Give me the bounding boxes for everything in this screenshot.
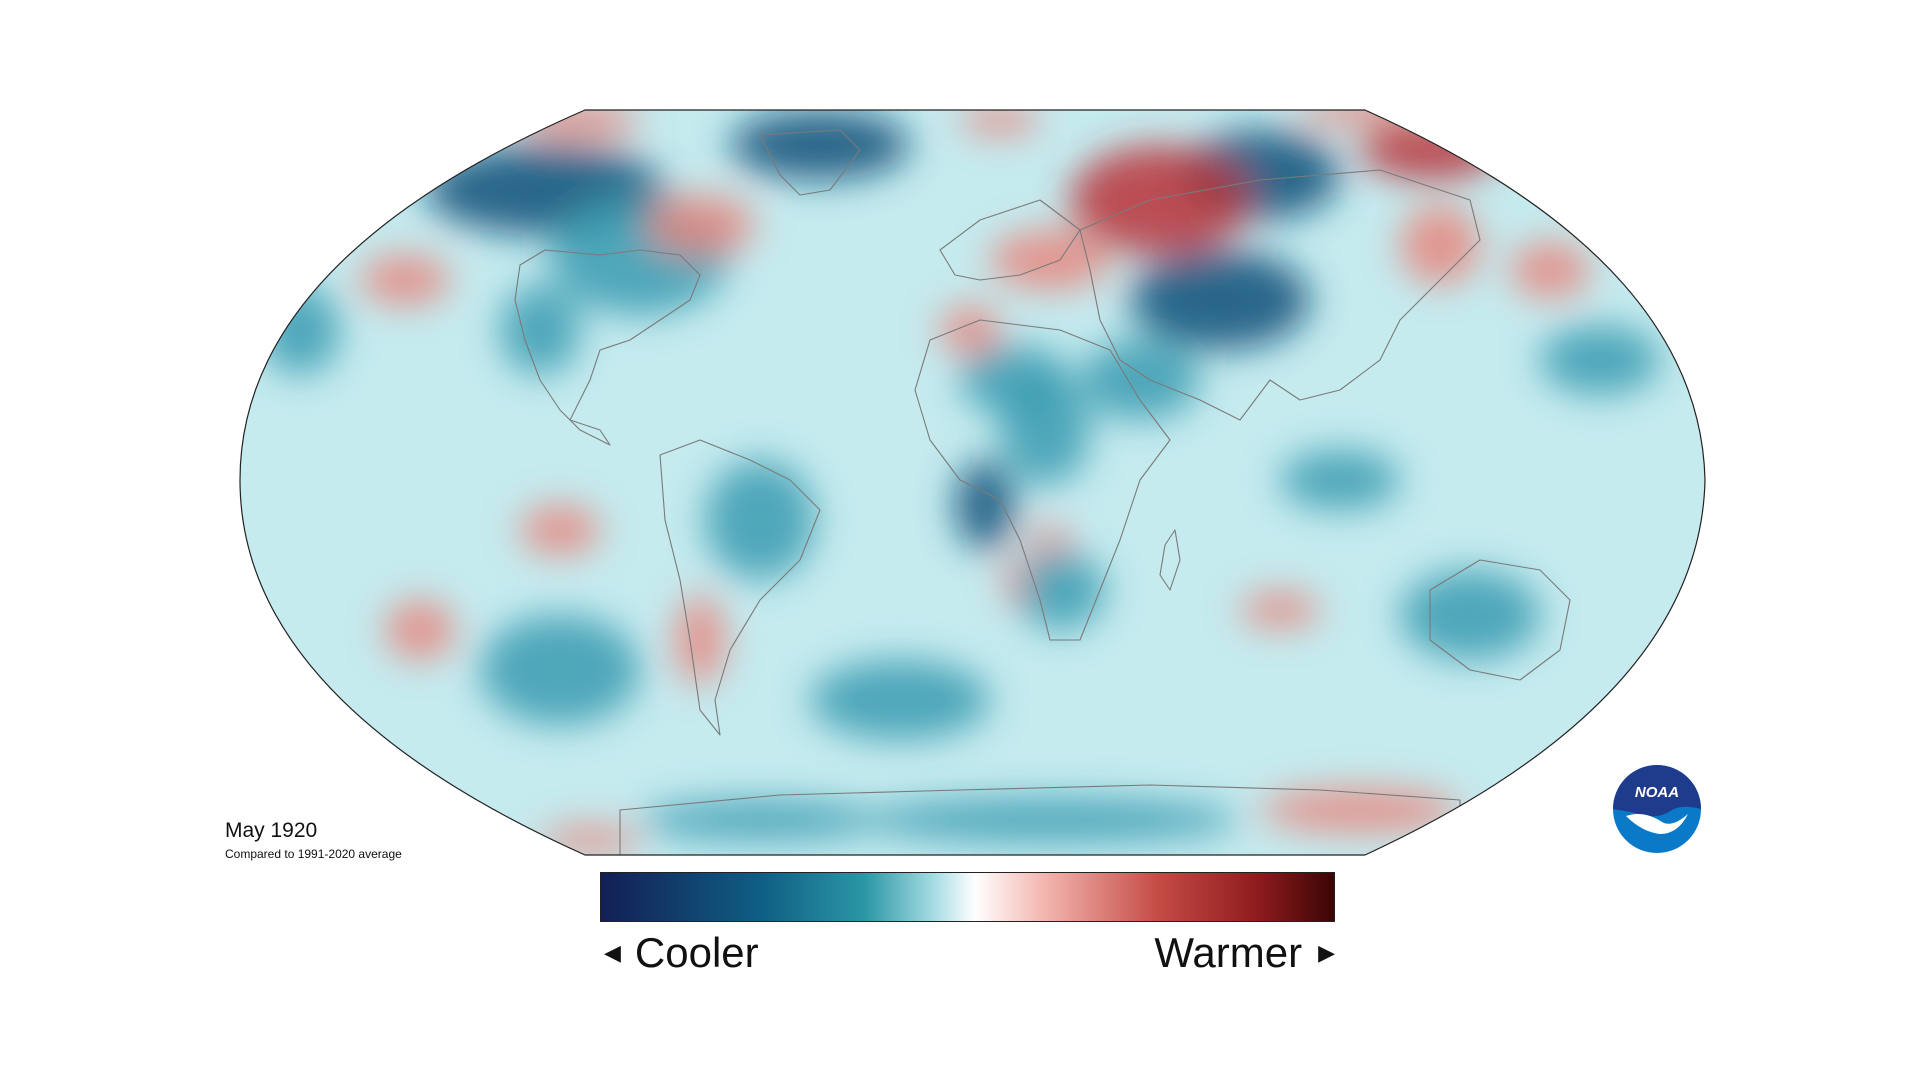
earth-field bbox=[240, 110, 1705, 855]
noaa-logo: NOAA bbox=[1612, 764, 1702, 854]
anomaly-patch bbox=[860, 798, 1240, 842]
warmer-label: Warmer ▶ bbox=[1154, 932, 1335, 974]
anomaly-patch bbox=[1030, 526, 1070, 554]
anomaly-patch bbox=[810, 660, 990, 740]
anomaly-patch bbox=[260, 285, 340, 375]
anomaly-patch bbox=[640, 800, 880, 840]
coastline bbox=[939, 199, 1081, 281]
anomaly-patch bbox=[1400, 570, 1540, 660]
anomaly-patch bbox=[730, 110, 910, 180]
anomaly-patch bbox=[500, 285, 580, 375]
cooler-label: ◀ Cooler bbox=[604, 932, 759, 974]
anomaly-patch bbox=[1540, 325, 1660, 395]
anomaly-patch bbox=[1360, 120, 1500, 180]
warmer-text: Warmer bbox=[1154, 929, 1303, 976]
anomaly-patch bbox=[520, 505, 600, 555]
coastline bbox=[1429, 559, 1571, 681]
anomaly-patch bbox=[1070, 145, 1250, 255]
svg-text:NOAA: NOAA bbox=[1635, 784, 1679, 801]
coastline bbox=[759, 129, 861, 196]
left-arrow-icon: ◀ bbox=[604, 940, 621, 965]
cooler-text: Cooler bbox=[634, 929, 759, 976]
date-label: May 1920 bbox=[225, 819, 318, 842]
map-frame bbox=[239, 109, 1706, 856]
anomaly-patch bbox=[960, 110, 1040, 135]
anomaly-patch bbox=[1080, 340, 1200, 420]
anomaly-patch bbox=[385, 600, 455, 660]
colorbar bbox=[600, 872, 1335, 922]
coastline bbox=[514, 249, 701, 446]
anomaly-patch bbox=[1240, 592, 1320, 628]
anomaly-patch bbox=[540, 826, 640, 854]
anomaly-patch bbox=[940, 305, 1000, 355]
comparison-subtitle: Compared to 1991-2020 average bbox=[225, 847, 402, 861]
coastline bbox=[1159, 529, 1181, 591]
anomaly-patch bbox=[675, 595, 725, 685]
anomaly-patch bbox=[1005, 555, 1025, 605]
anomaly-patch bbox=[1400, 205, 1480, 285]
coastline bbox=[914, 319, 1171, 641]
anomaly-patch bbox=[520, 110, 640, 138]
right-arrow-icon: ▶ bbox=[1318, 940, 1335, 965]
anomaly-patch bbox=[955, 460, 1015, 550]
coastline bbox=[659, 439, 821, 736]
anomaly-patch bbox=[645, 195, 755, 255]
coastline bbox=[1079, 169, 1481, 421]
anomaly-patch bbox=[705, 460, 815, 580]
anomaly-patch bbox=[480, 615, 640, 725]
anomaly-patch bbox=[1000, 375, 1090, 485]
anomaly-patch bbox=[1260, 788, 1460, 832]
anomaly-patch bbox=[1510, 242, 1590, 298]
coastline bbox=[619, 784, 1461, 855]
anomaly-patch bbox=[1130, 250, 1310, 350]
anomaly-patch bbox=[1280, 450, 1400, 510]
anomaly-patch bbox=[360, 255, 450, 305]
anomaly-patch bbox=[1015, 550, 1105, 630]
